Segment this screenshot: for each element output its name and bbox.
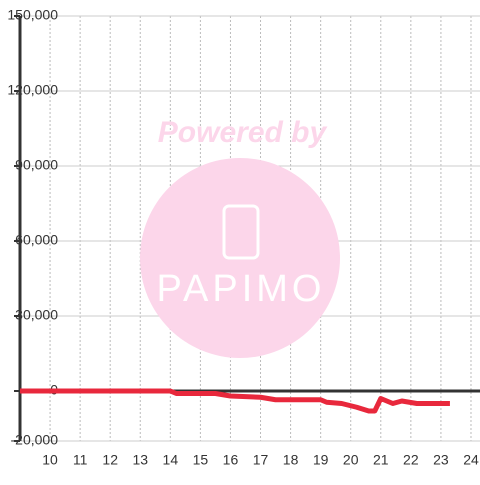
x-tick-label: 18 bbox=[283, 452, 299, 468]
data-line bbox=[20, 388, 450, 414]
y-tick-label: 120,000 bbox=[7, 82, 58, 98]
y-tick-label: 30,000 bbox=[15, 307, 58, 323]
x-tick-label: 13 bbox=[132, 452, 148, 468]
y-tick-label: -20,000 bbox=[11, 432, 59, 448]
x-tick-label: 19 bbox=[313, 452, 329, 468]
x-tick-label: 14 bbox=[163, 452, 179, 468]
x-tick-label: 17 bbox=[253, 452, 269, 468]
x-tick-label: 11 bbox=[73, 452, 88, 468]
x-tick-label: 12 bbox=[102, 452, 118, 468]
watermark-text: Powered by bbox=[158, 116, 328, 149]
y-tick-label: 150,000 bbox=[7, 7, 58, 23]
x-tick-label: 23 bbox=[433, 452, 449, 468]
x-tick-label: 16 bbox=[223, 452, 239, 468]
watermark-logo: PAPIMO bbox=[157, 268, 326, 310]
x-tick-label: 15 bbox=[193, 452, 209, 468]
y-tick-label: 60,000 bbox=[15, 232, 58, 248]
x-tick-label: 24 bbox=[463, 452, 479, 468]
x-tick-label: 10 bbox=[42, 452, 58, 468]
x-tick-label: 22 bbox=[403, 452, 419, 468]
watermark-icon bbox=[222, 204, 260, 260]
y-tick-label: 90,000 bbox=[15, 157, 58, 173]
x-tick-label: 20 bbox=[343, 452, 359, 468]
x-tick-label: 21 bbox=[373, 452, 389, 468]
